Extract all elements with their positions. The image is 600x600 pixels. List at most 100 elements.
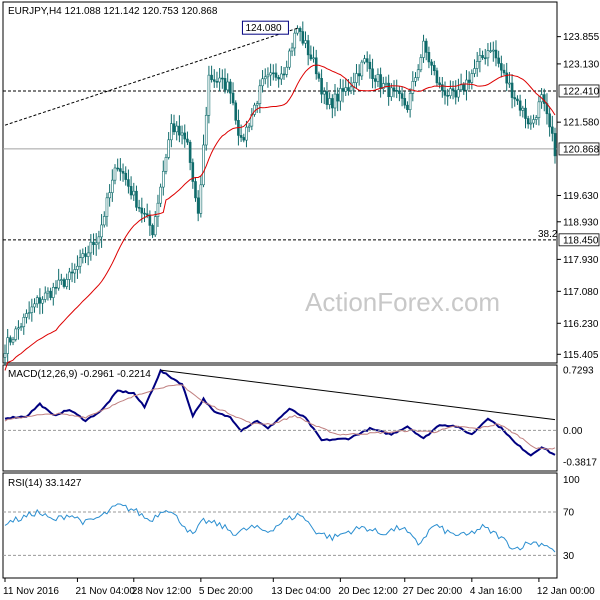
candle-body bbox=[320, 78, 323, 95]
candle-body bbox=[443, 90, 447, 96]
candle-body bbox=[180, 132, 184, 136]
candle-body bbox=[475, 61, 479, 69]
price-layer: 124.080 bbox=[3, 20, 557, 371]
candle-body bbox=[392, 87, 396, 91]
x-tick-label: 13 Dec 04:00 bbox=[271, 586, 331, 597]
price-tick-box bbox=[558, 233, 600, 247]
candle-body bbox=[153, 216, 157, 236]
candle-body bbox=[239, 135, 243, 138]
fibonacci-note: 38.2 bbox=[538, 229, 558, 240]
candle-body bbox=[427, 52, 431, 63]
candle-body bbox=[183, 132, 187, 140]
candle-body bbox=[406, 104, 409, 110]
candle-body bbox=[242, 137, 246, 141]
candle-body bbox=[314, 57, 318, 75]
candle-body bbox=[266, 74, 270, 78]
price-tick-label: 117.080 bbox=[563, 287, 599, 298]
price-header: EURJPY,H4 121.088 121.142 120.753 120.86… bbox=[8, 6, 218, 17]
candle-body bbox=[551, 126, 554, 134]
candle-body bbox=[328, 98, 331, 105]
candle-body bbox=[62, 279, 66, 287]
candle-body bbox=[467, 79, 471, 83]
candle-body bbox=[234, 102, 238, 121]
candle-body bbox=[70, 271, 74, 274]
candle-body bbox=[505, 72, 509, 84]
candle-body bbox=[49, 290, 52, 298]
candle-body bbox=[277, 77, 280, 80]
candle-body bbox=[355, 73, 358, 83]
candle-body bbox=[30, 306, 34, 313]
candle-body bbox=[408, 93, 412, 110]
x-tick-label: 11 Nov 2016 bbox=[3, 586, 59, 597]
candle-body bbox=[322, 91, 326, 95]
candle-body bbox=[229, 81, 232, 94]
candle-body bbox=[178, 125, 181, 136]
candle-body bbox=[105, 197, 109, 217]
candle-body bbox=[285, 66, 289, 75]
price-tick-label: 117.930 bbox=[563, 255, 599, 266]
candle-body bbox=[432, 65, 436, 72]
rsi-panel bbox=[2, 472, 558, 579]
candle-body bbox=[100, 224, 103, 238]
watermark: ActionForex.com bbox=[305, 287, 500, 317]
candle-body bbox=[159, 186, 162, 204]
candle-body bbox=[231, 92, 235, 104]
candle-body bbox=[86, 252, 90, 257]
price-tick-label: 122.410 bbox=[563, 86, 600, 97]
candle-body bbox=[395, 90, 399, 92]
candle-body bbox=[553, 133, 557, 157]
candle-body bbox=[151, 225, 154, 236]
candle-body bbox=[97, 236, 101, 244]
candle-body bbox=[92, 241, 95, 245]
candle-body bbox=[298, 28, 302, 32]
candle-body bbox=[137, 206, 141, 209]
candle-body bbox=[347, 87, 350, 91]
candle-body bbox=[438, 82, 441, 85]
candle-body bbox=[459, 84, 463, 91]
candle-body bbox=[376, 74, 380, 82]
candle-body bbox=[508, 82, 511, 85]
candle-body bbox=[483, 57, 487, 60]
macd-header: MACD(12,26,9) -0.2961 -0.2214 bbox=[8, 369, 151, 380]
price-tick-label: 116.230 bbox=[563, 319, 599, 330]
candle-body bbox=[121, 171, 125, 174]
price-panel bbox=[2, 1, 558, 364]
candle-body bbox=[175, 125, 179, 133]
candle-body bbox=[124, 172, 128, 180]
candle-body bbox=[14, 328, 18, 340]
candle-body bbox=[226, 81, 229, 91]
candle-body bbox=[502, 69, 506, 74]
candle-body bbox=[497, 57, 500, 64]
x-tick-label: 4 Jan 16:00 bbox=[470, 586, 523, 597]
candle-body bbox=[9, 337, 12, 343]
candle-body bbox=[73, 269, 77, 274]
candle-body bbox=[3, 353, 7, 358]
candle-body bbox=[223, 78, 227, 91]
candle-body bbox=[170, 123, 173, 141]
candle-body bbox=[360, 61, 364, 77]
candle-body bbox=[35, 297, 39, 305]
candle-body bbox=[19, 326, 23, 329]
candle-body bbox=[529, 122, 533, 125]
candle-body bbox=[390, 87, 393, 97]
candle-body bbox=[269, 72, 272, 76]
candle-body bbox=[518, 100, 522, 111]
candle-body bbox=[22, 317, 26, 327]
candle-body bbox=[116, 167, 119, 170]
candle-body bbox=[368, 61, 372, 70]
candle-body bbox=[424, 40, 428, 53]
price-tick-label: 119.630 bbox=[563, 191, 599, 202]
candle-body bbox=[191, 162, 195, 182]
candle-body bbox=[161, 170, 165, 188]
candle-body bbox=[6, 337, 9, 354]
candle-body bbox=[188, 141, 192, 163]
candle-body bbox=[441, 84, 444, 91]
candle-body bbox=[94, 242, 98, 245]
candle-body bbox=[135, 190, 138, 208]
candle-body bbox=[41, 299, 44, 304]
x-tick-label: 12 Jan 00:00 bbox=[537, 586, 595, 597]
candle-body bbox=[204, 114, 208, 146]
price-tick-label: 115.405 bbox=[563, 350, 599, 361]
price-tick-label: 120.868 bbox=[563, 144, 600, 155]
candle-body bbox=[215, 81, 219, 83]
